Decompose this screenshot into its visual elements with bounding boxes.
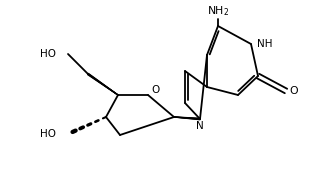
Text: NH$_2$: NH$_2$ [207, 4, 229, 18]
Text: HO: HO [40, 49, 56, 59]
Text: O: O [290, 86, 298, 96]
Text: NH: NH [257, 39, 273, 49]
Text: HO: HO [40, 129, 56, 139]
Text: O: O [152, 85, 160, 95]
Text: N: N [196, 121, 204, 131]
